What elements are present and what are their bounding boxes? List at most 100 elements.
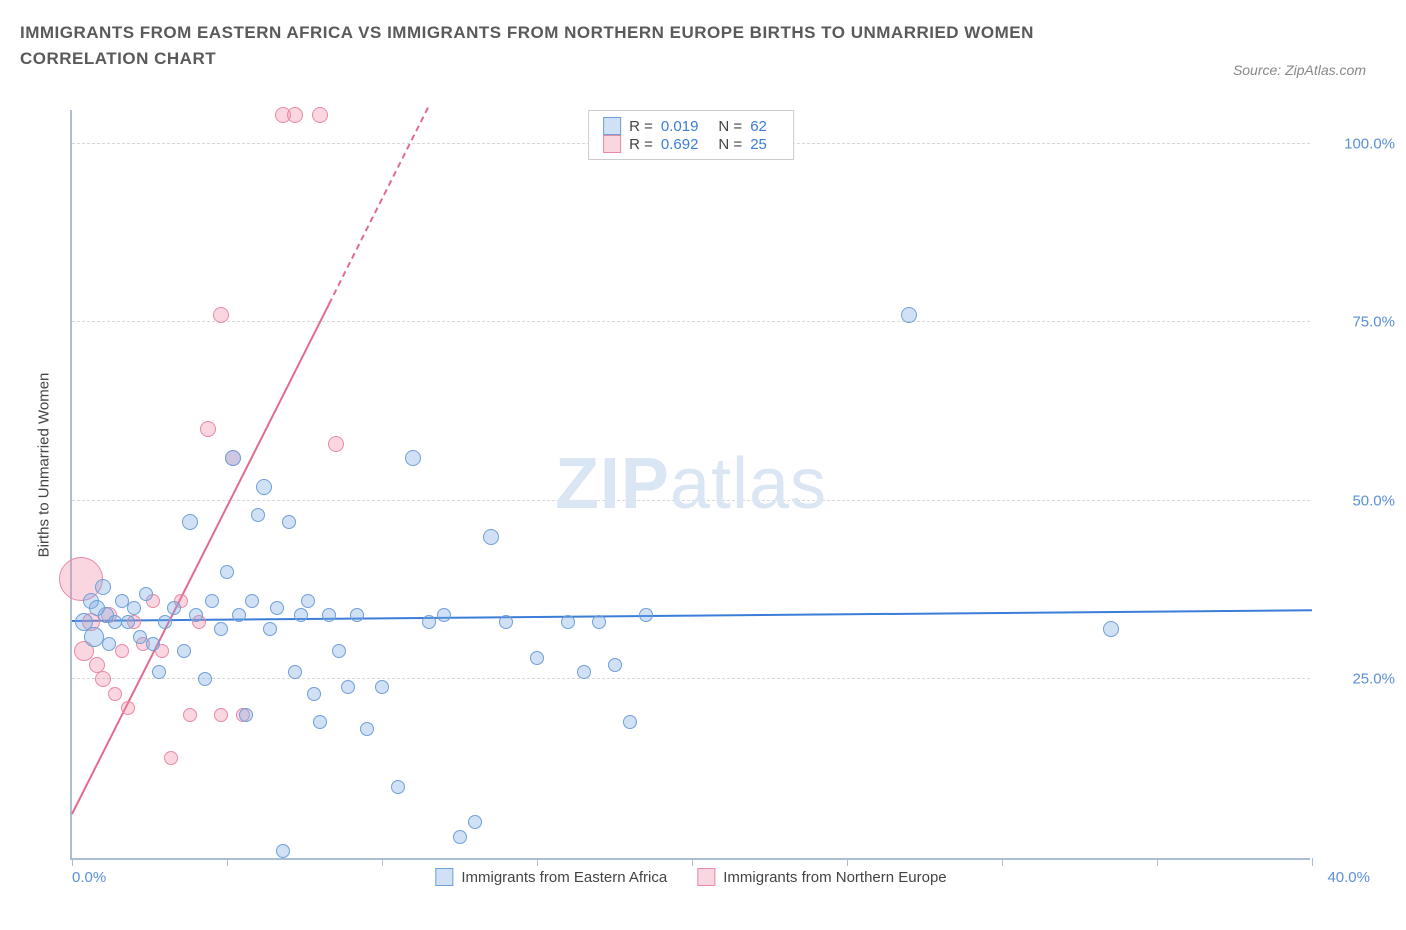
data-point [453,830,467,844]
data-point [276,844,290,858]
data-point [121,615,135,629]
x-tick [692,858,693,866]
data-point [307,687,321,701]
data-point [95,671,111,687]
data-point [263,622,277,636]
legend-r-value: 0.692 [661,136,699,153]
data-point [84,627,104,647]
data-point [288,665,302,679]
data-point [287,107,303,123]
legend-series: Immigrants from Eastern AfricaImmigrants… [435,868,946,886]
data-point [200,421,216,437]
gridline [72,500,1310,501]
legend-item: Immigrants from Eastern Africa [435,868,667,886]
data-point [158,615,172,629]
data-point [152,665,166,679]
correlation-chart: IMMIGRANTS FROM EASTERN AFRICA VS IMMIGR… [20,20,1386,910]
legend-n-label: N = [718,118,742,135]
legend-n-value: 25 [750,136,767,153]
data-point [313,715,327,729]
data-point [121,701,135,715]
data-point [146,637,160,651]
watermark: ZIPatlas [555,443,827,525]
data-point [322,608,336,622]
legend-r-label: R = [629,118,653,135]
data-point [623,715,637,729]
x-tick [1002,858,1003,866]
data-point [422,615,436,629]
data-point [214,622,228,636]
x-tick [382,858,383,866]
legend-label: Immigrants from Eastern Africa [461,869,667,886]
x-tick [847,858,848,866]
legend-stats: R = 0.019 N = 62 R = 0.692 N = 25 [588,110,794,160]
legend-swatch [697,868,715,886]
data-point [232,608,246,622]
data-point [282,515,296,529]
chart-title: IMMIGRANTS FROM EASTERN AFRICA VS IMMIGR… [20,20,1120,71]
data-point [139,587,153,601]
data-point [95,579,111,595]
y-tick-label: 25.0% [1325,671,1395,688]
x-axis-min: 0.0% [72,869,106,886]
legend-n-label: N = [718,136,742,153]
legend-swatch [603,117,621,135]
data-point [405,450,421,466]
data-point [350,608,364,622]
data-point [213,307,229,323]
trendline-dashed [328,107,429,305]
data-point [391,780,405,794]
data-point [499,615,513,629]
data-point [592,615,606,629]
trendline [72,610,1312,623]
y-axis-label: Births to Unmarried Women [36,373,53,558]
data-point [220,565,234,579]
data-point [245,594,259,608]
data-point [375,680,389,694]
y-tick-label: 100.0% [1325,135,1395,152]
data-point [294,608,308,622]
data-point [182,514,198,530]
legend-swatch [435,868,453,886]
trendline [71,303,330,814]
legend-row: R = 0.019 N = 62 [603,117,779,135]
x-tick [72,858,73,866]
data-point [483,529,499,545]
gridline [72,321,1310,322]
data-point [270,601,284,615]
data-point [561,615,575,629]
data-point [214,708,228,722]
data-point [301,594,315,608]
data-point [108,687,122,701]
source-label: Source: ZipAtlas.com [1233,62,1366,78]
data-point [256,479,272,495]
data-point [164,751,178,765]
data-point [328,436,344,452]
data-point [205,594,219,608]
x-tick [227,858,228,866]
data-point [225,450,241,466]
data-point [341,680,355,694]
data-point [127,601,141,615]
data-point [639,608,653,622]
legend-n-value: 62 [750,118,767,135]
data-point [332,644,346,658]
data-point [577,665,591,679]
x-tick [1157,858,1158,866]
data-point [360,722,374,736]
data-point [901,307,917,323]
data-point [239,708,253,722]
legend-r-value: 0.019 [661,118,699,135]
data-point [468,815,482,829]
plot-area: ZIPatlas R =0.019N =62R =0.692N =25 Immi… [70,110,1310,860]
data-point [189,608,203,622]
data-point [102,637,116,651]
legend-r-label: R = [629,136,653,153]
data-point [608,658,622,672]
data-point [183,708,197,722]
data-point [1103,621,1119,637]
data-point [177,644,191,658]
y-tick-label: 75.0% [1325,314,1395,331]
data-point [530,651,544,665]
data-point [251,508,265,522]
